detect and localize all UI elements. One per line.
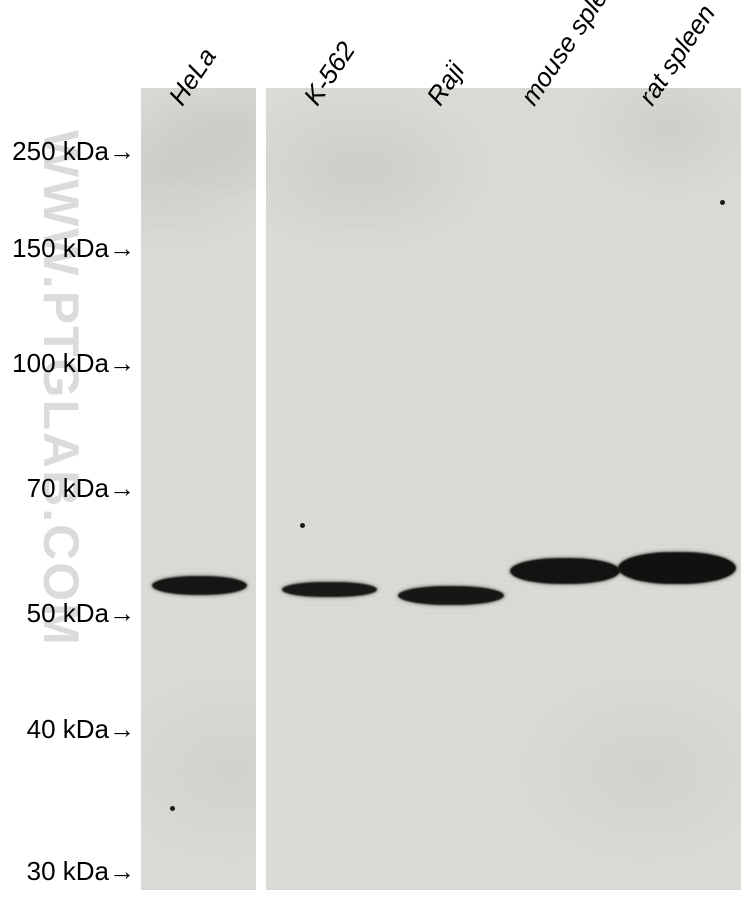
mw-label-4: 50 kDa→ xyxy=(27,598,135,629)
mw-label-2: 100 kDa→ xyxy=(12,348,135,379)
mw-label-1: 150 kDa→ xyxy=(12,233,135,264)
mw-label-6: 30 kDa→ xyxy=(27,856,135,887)
western-blot-figure: WWW.PTGLAB.COM HeLaK-562Rajimouse spleen… xyxy=(0,0,750,903)
speck-2 xyxy=(720,200,725,205)
band-Raji xyxy=(398,586,504,605)
band-rat-spleen xyxy=(618,552,736,584)
watermark-text: WWW.PTGLAB.COM xyxy=(32,130,90,647)
mw-label-0: 250 kDa→ xyxy=(12,136,135,167)
band-HeLa xyxy=(152,576,247,595)
speck-1 xyxy=(300,523,305,528)
membrane-strip-1 xyxy=(266,88,741,890)
band-mouse-spleen xyxy=(510,558,620,584)
mw-label-3: 70 kDa→ xyxy=(27,473,135,504)
band-K-562 xyxy=(282,582,377,597)
mw-label-5: 40 kDa→ xyxy=(27,714,135,745)
membrane-strip-0 xyxy=(141,88,256,890)
speck-0 xyxy=(170,806,175,811)
